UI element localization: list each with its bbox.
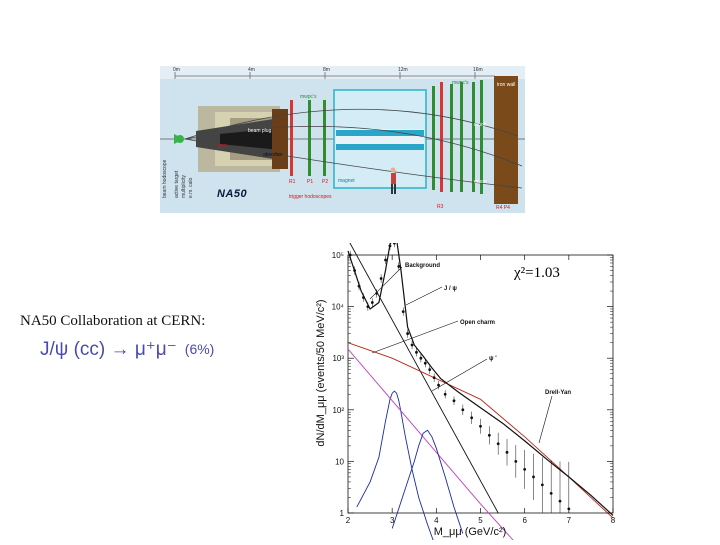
series-line [347,239,499,514]
x-tick-label: 7 [567,516,572,525]
decay-channel: J/ψ (cc) → μ⁺μ⁻ [40,339,177,360]
data-point [397,265,401,268]
data-point [496,442,500,446]
y-tick-label: 1 [340,509,345,518]
x-tick-label: 8 [611,516,616,525]
data-point [523,467,527,471]
y-axis-label: dN/dM_μμ (events/50 MeV/c²) [315,299,327,446]
na50-logo: NA50 [217,188,248,200]
branching-fraction: (6%) [184,341,215,357]
x-tick-label: 6 [522,516,527,525]
data-point [410,343,414,347]
data-point [487,433,491,437]
data-point [384,258,387,262]
series-line [347,235,614,516]
scale-tick: 8m [323,67,330,73]
annotation-leader [371,320,459,354]
data-point [370,301,374,304]
scale-tick: 0m [173,67,180,73]
data-point [379,277,383,280]
annotation-leader [405,286,443,306]
scale-tick: 16m [473,67,483,73]
y-tick-label: 10⁵ [332,251,344,260]
r3-label: R3 [437,204,444,210]
annotation-label: Drell-Yan [545,390,571,396]
muon-label-bottom: muon [474,179,487,185]
data-point [461,408,465,412]
data-point [437,383,440,387]
detector-diagram: 0m 4m 8m 12m 16m mwpc's mwpc's iron wall… [160,66,525,213]
absorber-label: absorber [263,152,283,158]
data-point [357,284,361,288]
data-point [432,376,436,380]
x-tick-label: 3 [390,516,395,525]
x-tick-label: 2 [346,516,351,525]
data-point [540,483,544,487]
muon-label-top: muon [474,122,487,128]
scale-tick: 4m [248,67,255,73]
annotation-label: Open charm [460,320,495,326]
data-point [549,491,553,495]
annotation-label: Background [405,263,440,269]
data-point [401,310,405,314]
data-point [514,460,518,463]
mass-spectrum-svg: 2 3 4 5 6 7 8 1 10 10² 10³ 10⁴ 10⁵ dN/dM_μμ (events/… [315,235,616,545]
active-target-label: active target [174,170,180,198]
data-point [505,450,509,454]
annotation-leader [538,395,553,444]
data-point [443,392,447,396]
collaboration-text: NA50 Collaboration at CERN: [20,313,206,329]
chi2-value: χ²=1.03 [513,265,560,281]
trigger-hodoscopes-label: trigger hodoscopes [289,194,332,200]
data-point [532,475,535,479]
scale-tick: 12m [398,67,408,73]
annotation-leader [431,358,488,392]
zdc-label: ZDC [217,144,228,150]
x-axis-label: M_μμ (GeV/c²) [434,526,507,538]
x-tick-label: 5 [478,516,483,525]
data-point [388,244,392,248]
series-line [391,429,464,534]
series-line [347,348,519,545]
mwpcs-label-left: mwpc's [300,94,317,100]
y-tick-label: 10³ [332,354,344,363]
data-point [470,416,474,420]
data-point [419,356,423,360]
annotation-label: ψ ' [489,356,497,362]
data-point [415,350,418,354]
series-line [356,390,436,545]
data-point [428,368,432,372]
mass-spectrum-chart: 2 3 4 5 6 7 8 1 10 10² 10³ 10⁴ 10⁵ dN/dM_μμ (events/… [302,235,618,545]
multiplicity-label: multiplicity [181,174,187,198]
data-point [353,269,357,272]
data-point [406,332,410,335]
detector-drawing [160,66,525,213]
x-tick-label: 4 [434,516,439,525]
annotation-leader [369,266,403,300]
r1-label: R1 [289,179,296,185]
data-point [479,424,482,428]
iron-wall-label: iron wall [497,82,516,88]
p2-label: P2 [322,179,329,185]
data-point [366,305,370,308]
annotation-label: J / ψ [444,286,457,292]
p1-label: P1 [307,179,314,185]
y-tick-label: 10² [332,406,344,415]
plot-frame [347,254,614,514]
beam-plug-label: beam plug [248,128,272,134]
data-point [452,399,456,403]
em-calo-label: e.m. calo [188,177,194,198]
y-tick-label: 10⁴ [332,303,345,312]
r4-p4-label: R4 P4 [496,205,510,211]
data-point [362,296,365,299]
mwpcs-label-right: mwpc's [452,80,469,86]
data-point [392,241,396,245]
decay-formula: J/ψ (cc) → μ⁺μ⁻ (6%) [40,338,214,361]
y-tick-label: 10 [335,457,344,466]
magnet-label: magnet [338,178,355,184]
data-point [423,361,427,365]
beam-hodoscope-label: beam hodoscope [162,159,168,198]
data-point [558,499,562,503]
